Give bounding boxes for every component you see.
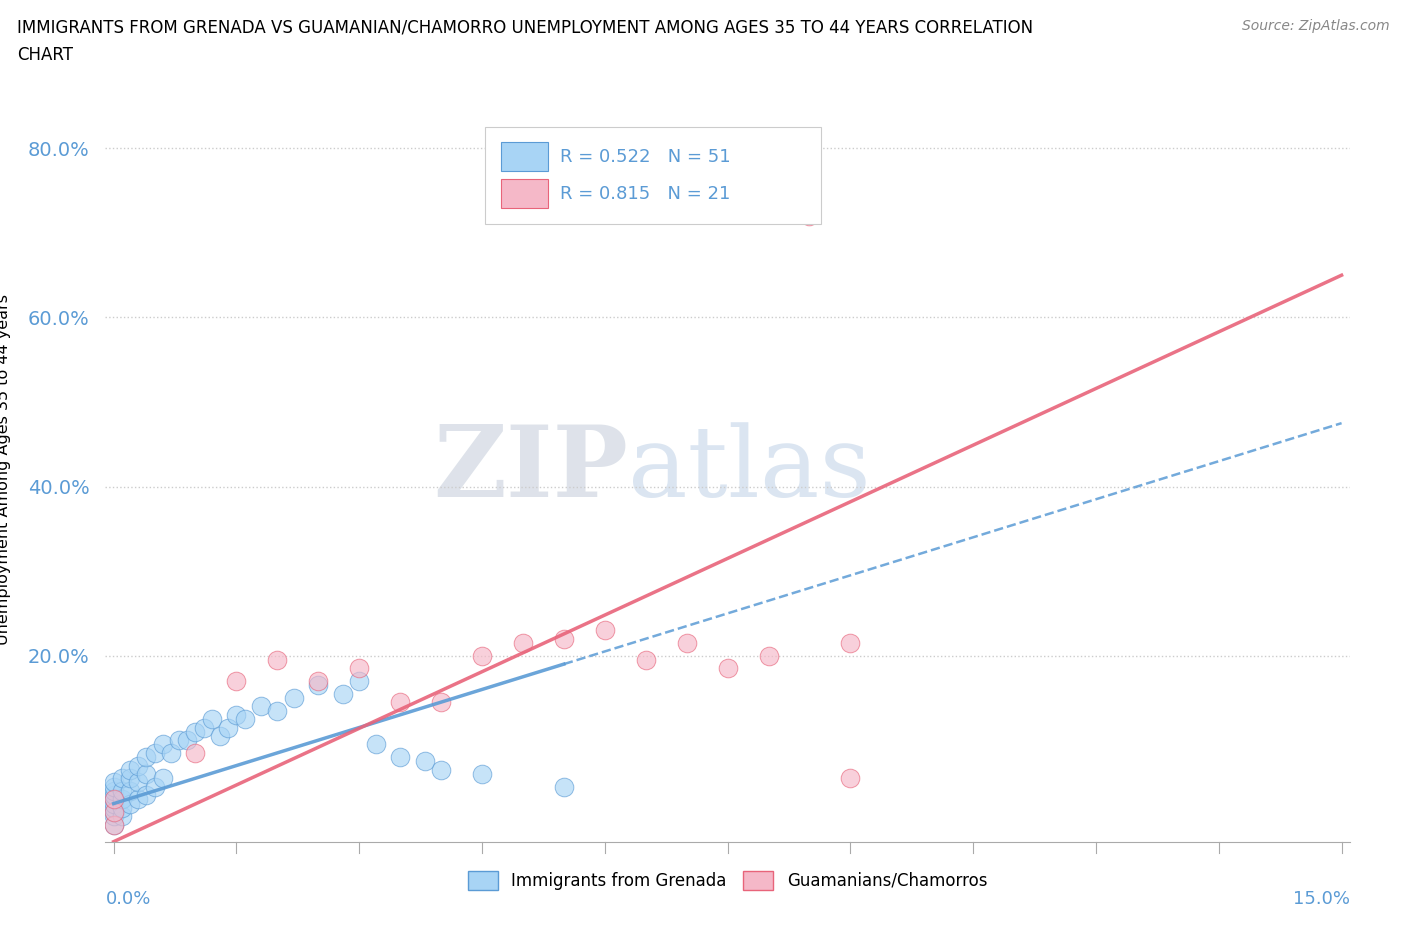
Text: Source: ZipAtlas.com: Source: ZipAtlas.com [1241,19,1389,33]
Point [111,801,134,816]
Text: 15.0%: 15.0% [1292,890,1350,908]
Point [160,746,183,761]
Point [143,746,166,761]
Point [250,699,273,714]
Point [103,775,125,790]
Text: ZIP: ZIP [433,421,628,518]
Point [413,754,436,769]
Point [389,750,412,764]
Point [111,809,134,824]
Point [193,720,215,735]
Point [184,724,207,739]
Point [135,750,157,764]
Text: R = 0.815   N = 21: R = 0.815 N = 21 [560,185,730,204]
Point [347,673,370,688]
Text: 0.0%: 0.0% [105,890,150,908]
Point [118,771,141,786]
Point [111,792,134,807]
Point [103,801,125,816]
Point [634,653,657,668]
Point [283,690,305,705]
Point [332,686,354,701]
Point [103,804,125,819]
Point [839,635,862,650]
Point [758,648,780,663]
Point [127,792,149,807]
Point [225,673,247,688]
Point [111,771,134,786]
Point [103,788,125,803]
FancyBboxPatch shape [501,142,548,170]
Point [471,648,494,663]
Point [184,746,207,761]
Point [103,804,125,819]
Text: IMMIGRANTS FROM GRENADA VS GUAMANIAN/CHAMORRO UNEMPLOYMENT AMONG AGES 35 TO 44 Y: IMMIGRANTS FROM GRENADA VS GUAMANIAN/CHA… [17,19,1033,36]
Point [364,737,387,751]
Point [103,783,125,798]
Point [127,758,149,773]
Point [675,635,697,650]
Point [553,631,575,646]
Point [118,783,141,798]
Point [103,792,125,807]
Point [347,661,370,676]
Point [512,635,534,650]
Point [430,763,453,777]
Legend: Immigrants from Grenada, Guamanians/Chamorros: Immigrants from Grenada, Guamanians/Cham… [461,864,994,897]
FancyBboxPatch shape [501,179,548,207]
Point [233,711,256,726]
Point [389,695,412,710]
Point [118,763,141,777]
Point [209,728,232,743]
Text: CHART: CHART [17,46,73,64]
Point [152,771,174,786]
Point [593,623,616,638]
Y-axis label: Unemployment Among Ages 35 to 44 years: Unemployment Among Ages 35 to 44 years [0,294,11,645]
Point [103,817,125,832]
Point [135,788,157,803]
Point [143,779,166,794]
Point [717,661,740,676]
Point [799,208,821,223]
Point [118,796,141,811]
Point [471,766,494,781]
Point [430,695,453,710]
Text: atlas: atlas [628,421,870,518]
Point [217,720,239,735]
Point [266,653,288,668]
Point [167,733,190,748]
Point [135,766,157,781]
Point [553,779,575,794]
FancyBboxPatch shape [485,127,821,224]
Text: R = 0.522   N = 51: R = 0.522 N = 51 [560,148,730,166]
Point [103,779,125,794]
Point [103,796,125,811]
Point [152,737,174,751]
Point [201,711,224,726]
Point [307,678,329,693]
Point [839,771,862,786]
Point [103,817,125,832]
Point [266,703,288,718]
Point [103,809,125,824]
Point [103,792,125,807]
Point [111,783,134,798]
Point [127,775,149,790]
Point [307,673,329,688]
Point [225,708,247,723]
Point [176,733,198,748]
